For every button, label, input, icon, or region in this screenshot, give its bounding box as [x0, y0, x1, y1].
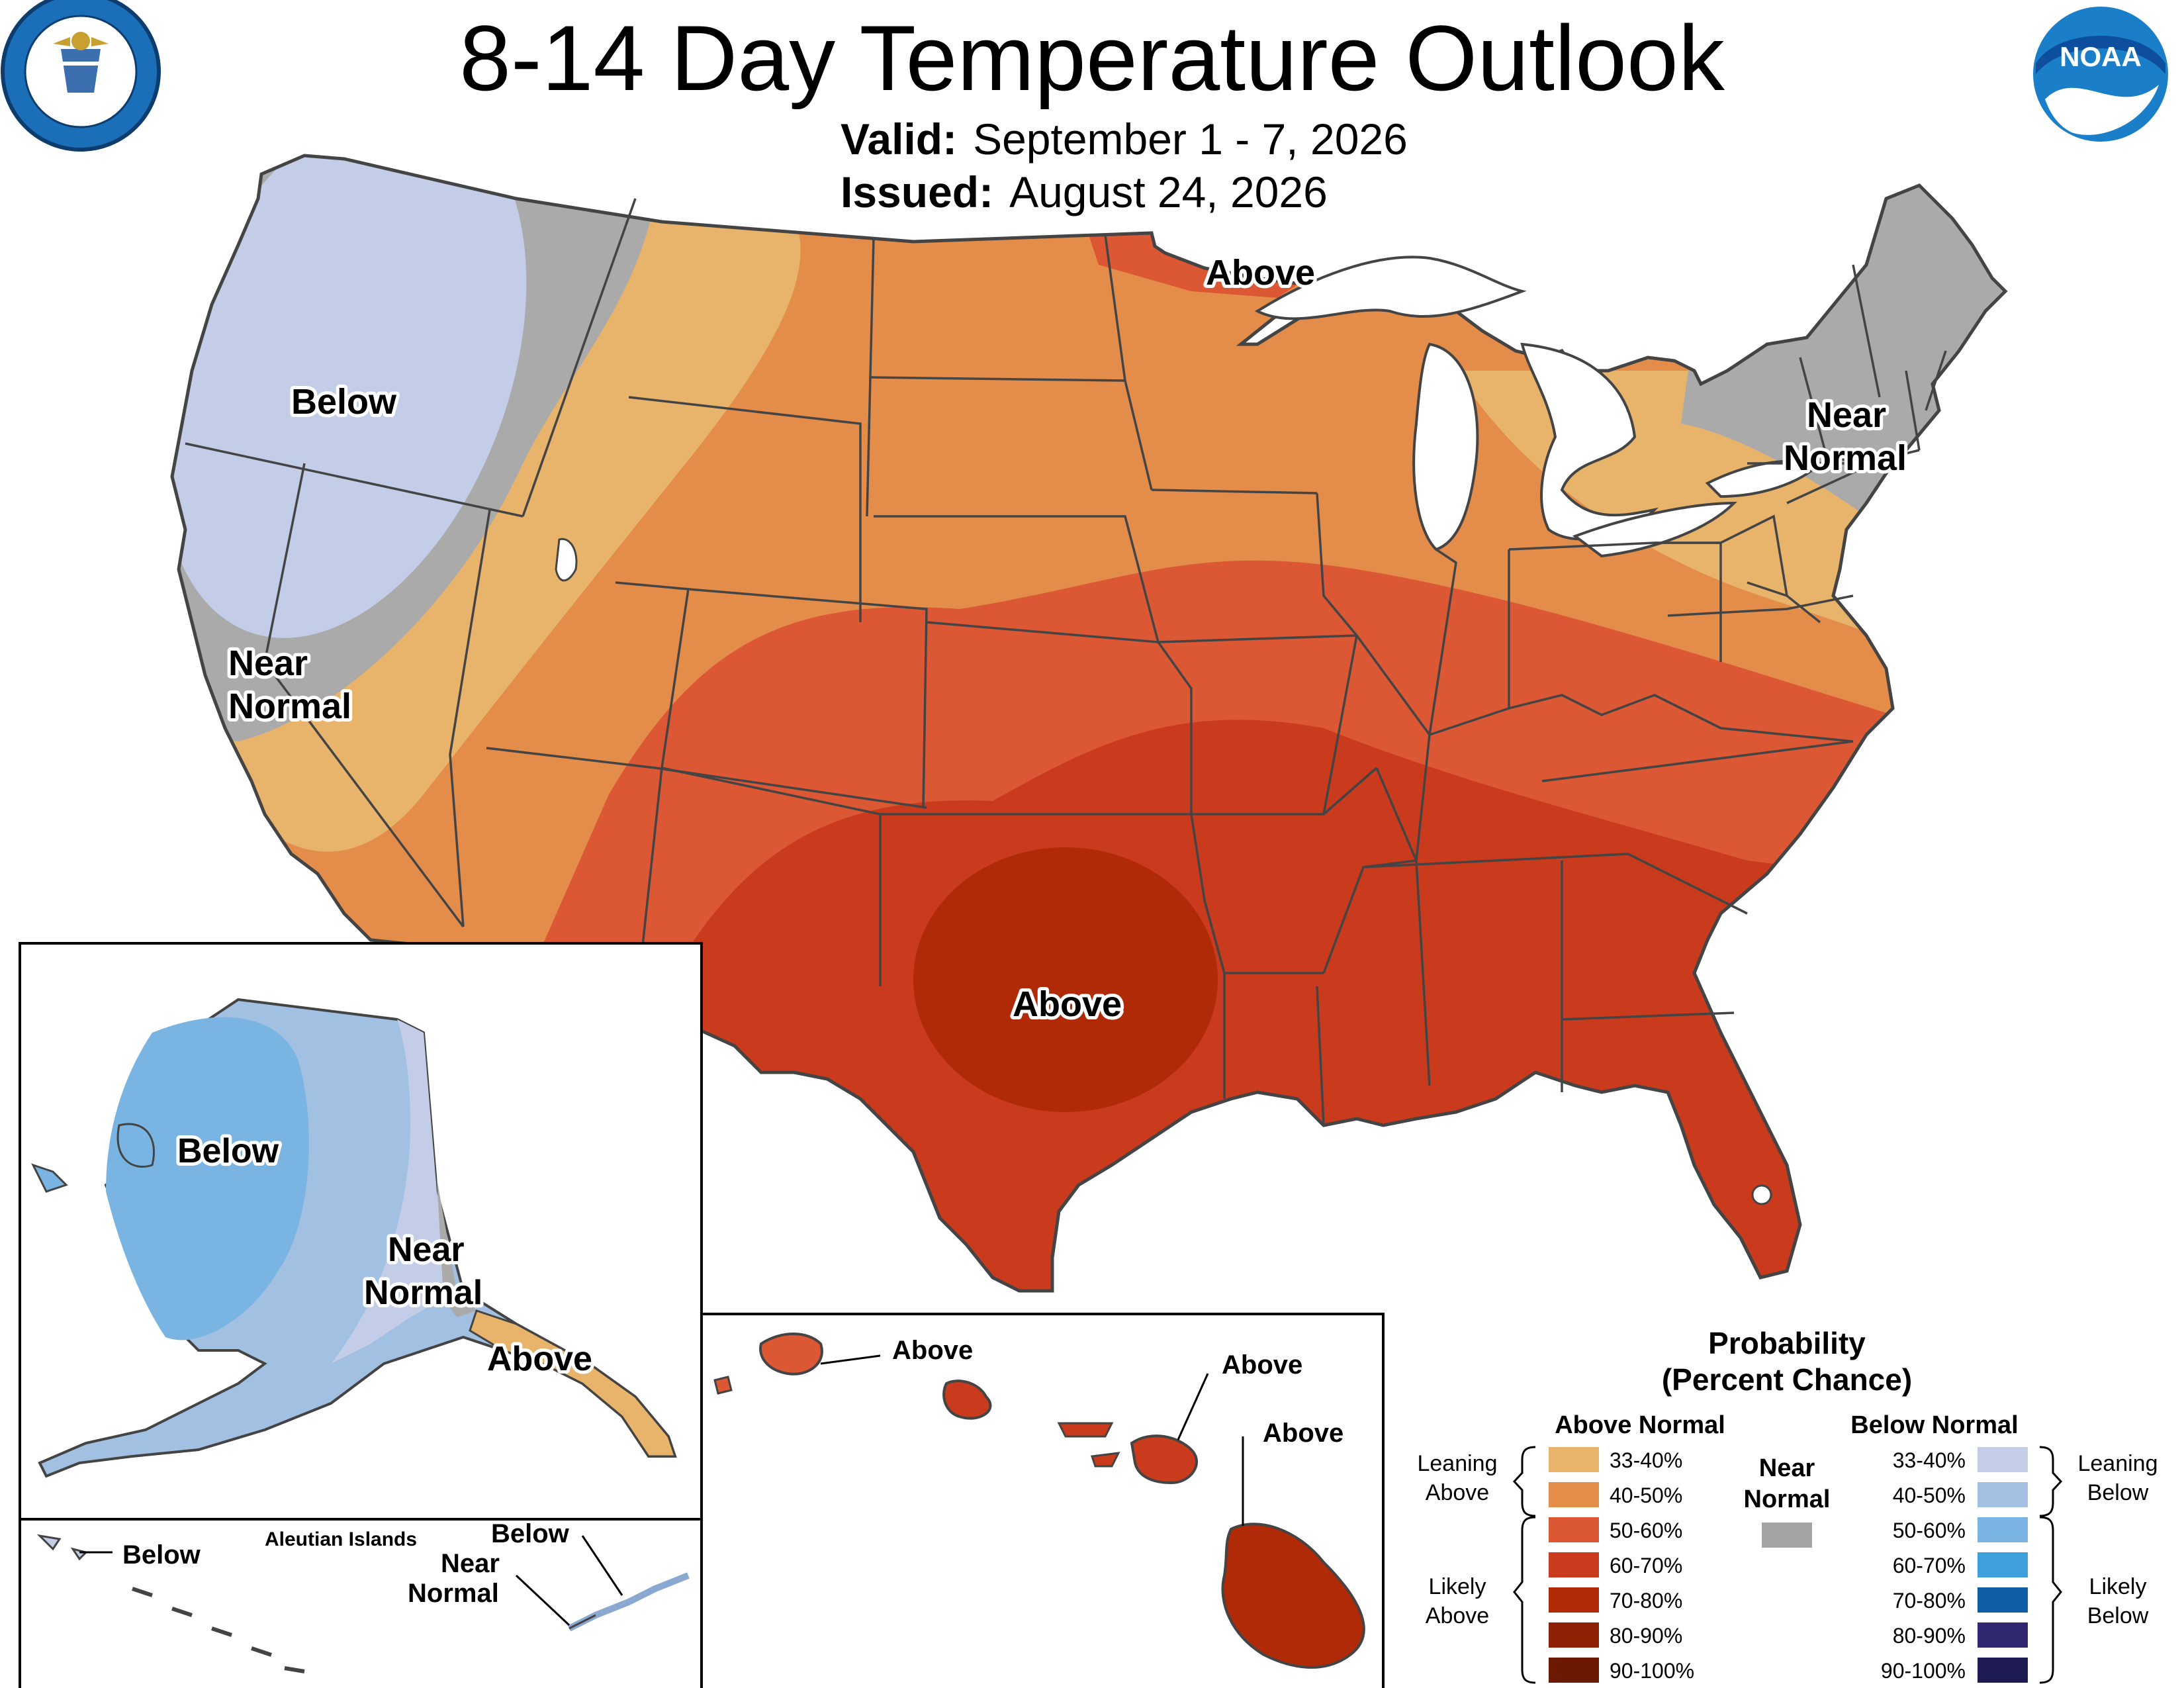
above-swatch-0: [1549, 1447, 1599, 1472]
label-alaska-below: Below: [177, 1132, 279, 1170]
label-hawaii-above-big-island: Above: [1263, 1419, 1343, 1448]
below-label-5: 80-90%: [1893, 1624, 1966, 1648]
label-alaska-above: Above: [487, 1340, 592, 1378]
issued-value: August 24, 2026: [1009, 167, 1328, 216]
above-swatch-2: [1549, 1517, 1599, 1542]
valid-dates: Valid: September 1 - 7, 2026: [841, 114, 1408, 164]
commerce-seal-logo: [1, 0, 161, 152]
above-swatch-6: [1549, 1658, 1599, 1683]
issued-date: Issued: August 24, 2026: [841, 167, 1328, 217]
below-label-4: 70-80%: [1893, 1589, 1966, 1613]
state-boundaries: [185, 198, 1947, 1126]
below-swatch-4: [1978, 1587, 2028, 1613]
issued-label: Issued:: [841, 167, 994, 216]
page-title: 8-14 Day Temperature Outlook: [459, 6, 1725, 110]
label-hawaii-above-maui: Above: [1222, 1350, 1302, 1380]
above-swatch-4: [1549, 1587, 1599, 1613]
legend-above-swatches: 33-40% 40-50% 50-60% 60-70% 70-80% 80-90% 90-1…: [1549, 1447, 1694, 1683]
noaa-logo-text: NOAA: [2060, 41, 2142, 72]
aleutian-title: Aleutian Islands: [265, 1528, 417, 1550]
valid-label: Valid:: [841, 115, 958, 164]
label-near-west-1: Near: [228, 643, 308, 683]
label-near-west-2: Normal: [228, 686, 351, 726]
legend-leaning-above-1: Leaning: [1417, 1451, 1497, 1476]
legend-likely-above-2: Above: [1426, 1603, 1489, 1628]
below-label-2: 50-60%: [1893, 1519, 1966, 1542]
label-below-northwest: Below: [291, 382, 397, 422]
above-label-6: 90-100%: [1610, 1659, 1694, 1683]
valid-value: September 1 - 7, 2026: [973, 115, 1408, 164]
below-swatch-0: [1978, 1447, 2028, 1472]
label-aleutian-near-2: Normal: [408, 1579, 499, 1608]
below-swatch-6: [1978, 1658, 2028, 1683]
label-alaska-near-1: Near: [388, 1231, 465, 1269]
legend-near-header-2: Normal: [1744, 1485, 1831, 1513]
legend-likely-below-1: Likely: [2089, 1574, 2147, 1599]
below-swatch-5: [1978, 1622, 2028, 1648]
label-hawaii-above-kauai: Above: [892, 1336, 973, 1365]
above-label-0: 33-40%: [1610, 1448, 1682, 1472]
label-near-northeast-2: Normal: [1784, 438, 1907, 478]
label-above-texas: Above: [1013, 984, 1122, 1024]
legend-leaning-below-2: Below: [2087, 1480, 2149, 1505]
below-label-6: 90-100%: [1881, 1659, 1966, 1683]
above-swatch-1: [1549, 1482, 1599, 1507]
legend-near-swatch: [1762, 1523, 1812, 1548]
below-label-1: 40-50%: [1893, 1483, 1966, 1507]
legend-below-swatches: 33-40% 40-50% 50-60% 60-70% 70-80% 80-90% 90-1…: [1881, 1447, 2028, 1683]
legend-above-header: Above Normal: [1555, 1411, 1725, 1439]
label-aleutian-near-1: Near: [441, 1549, 500, 1578]
below-swatch-3: [1978, 1552, 2028, 1577]
label-alaska-near-2: Normal: [364, 1274, 482, 1312]
hawaii-inset: Above Above Above: [700, 1313, 1385, 1688]
alaska-inset: Below Near Normal Above: [19, 942, 703, 1521]
above-swatch-5: [1549, 1622, 1599, 1648]
below-label-3: 60-70%: [1893, 1554, 1966, 1577]
below-label-0: 33-40%: [1893, 1448, 1966, 1472]
label-aleutian-below-west: Below: [122, 1540, 201, 1570]
aleutian-inset: Below Aleutian Islands Below Near Normal: [19, 1518, 703, 1688]
legend-likely-above-1: Likely: [1429, 1574, 1486, 1599]
legend-likely-below-2: Below: [2087, 1603, 2149, 1628]
below-swatch-2: [1978, 1517, 2028, 1542]
above-label-4: 70-80%: [1610, 1589, 1682, 1613]
legend-near-header-1: Near: [1759, 1454, 1815, 1482]
legend-leaning-below-1: Leaning: [2077, 1451, 2158, 1476]
below-swatch-1: [1978, 1482, 2028, 1507]
above-swatch-3: [1549, 1552, 1599, 1577]
legend-title-2: (Percent Chance): [1662, 1362, 1912, 1397]
label-aleutian-below-east: Below: [491, 1519, 570, 1548]
legend-leaning-above-2: Above: [1426, 1480, 1489, 1505]
legend-below-header: Below Normal: [1850, 1411, 2018, 1439]
legend: Probability (Percent Chance) Above Norma…: [1417, 1326, 2158, 1684]
above-label-2: 50-60%: [1610, 1519, 1682, 1542]
legend-title-1: Probability: [1708, 1326, 1866, 1360]
above-label-5: 80-90%: [1610, 1624, 1682, 1648]
label-above-north: Above: [1206, 253, 1315, 293]
noaa-logo: NOAA: [2033, 7, 2168, 142]
label-near-northeast-1: Near: [1807, 395, 1886, 435]
above-label-3: 60-70%: [1610, 1554, 1682, 1577]
above-label-1: 40-50%: [1610, 1483, 1682, 1507]
